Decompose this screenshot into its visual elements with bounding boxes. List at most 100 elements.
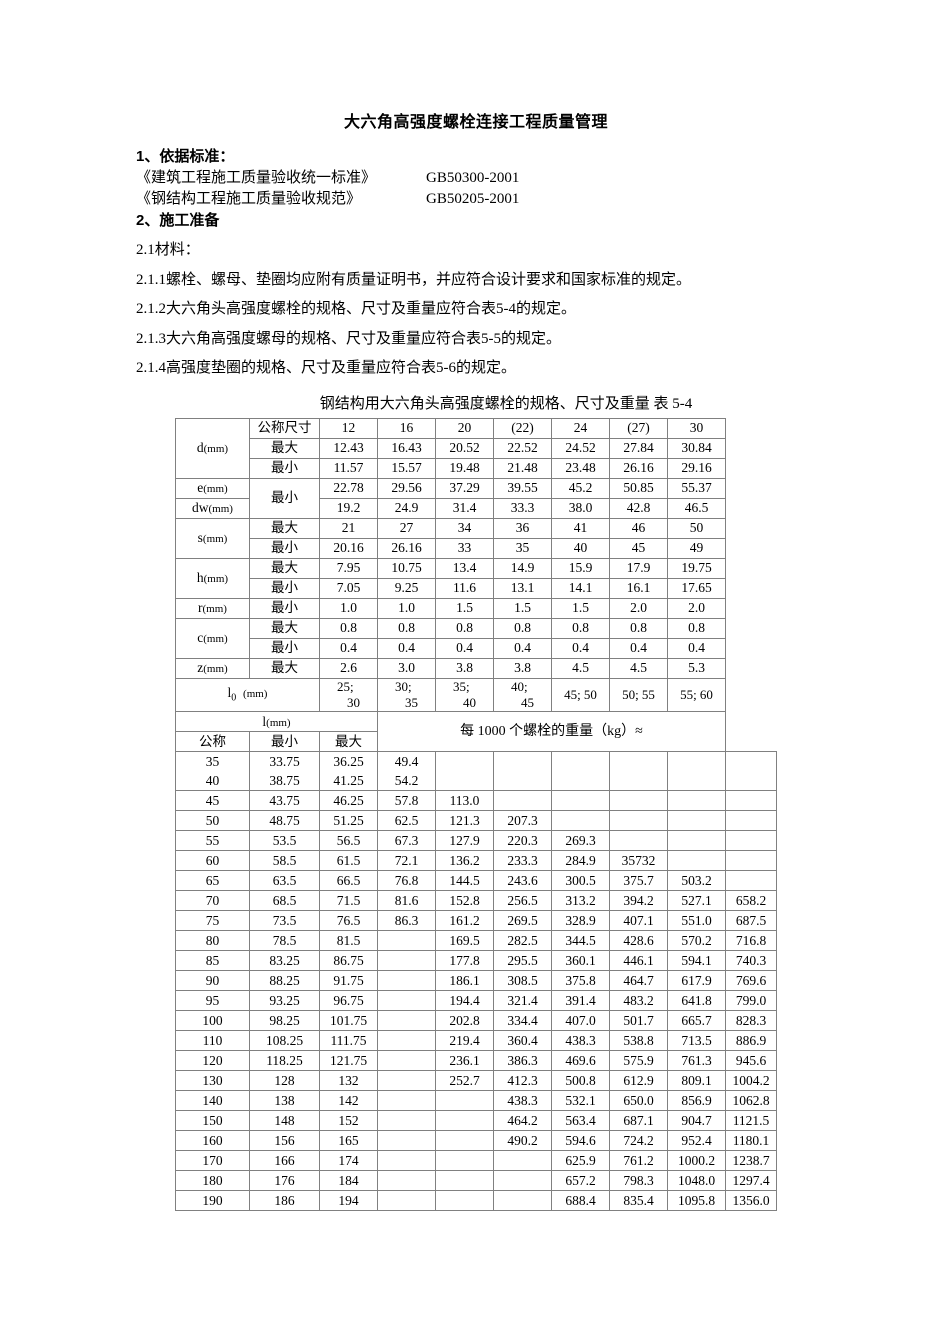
weight-cell-4 xyxy=(609,751,668,772)
cell-s-0: 21 xyxy=(319,517,378,539)
weight-cell-3: 269.3 xyxy=(551,830,610,852)
cell-c-6: 0.8 xyxy=(667,617,726,639)
l0-cell-1: 30; 35 xyxy=(377,677,436,713)
weight-cell-2: 243.6 xyxy=(493,870,552,892)
paragraph-2-1-2: 2.1.2大六角头高强度螺栓的规格、尺寸及重量应符合表5-4的规定。 xyxy=(136,301,576,318)
weight-cell-5: 570.2 xyxy=(667,930,726,952)
weight-nominal: 100 xyxy=(175,1010,250,1032)
limit-label: 最大 xyxy=(249,617,320,639)
weight-cell-1 xyxy=(435,1110,494,1132)
limit-label: 最小 xyxy=(249,637,320,659)
cell-c-0: 0.8 xyxy=(319,617,378,639)
weight-cell-4: 575.9 xyxy=(609,1050,668,1072)
weight-cell-0 xyxy=(377,990,436,1012)
weight-l-max: 96.75 xyxy=(319,990,378,1012)
cell-e-4: 45.2 xyxy=(551,477,610,499)
spec-row-c-min: 最小 0.4 0.4 0.4 0.4 0.4 0.4 0.4 xyxy=(176,637,777,659)
weight-cell-6: 1238.7 xyxy=(725,1150,777,1172)
weight-cell-4: 687.1 xyxy=(609,1110,668,1132)
weight-cell-3: 375.8 xyxy=(551,970,610,992)
weight-cell-2: 412.3 xyxy=(493,1070,552,1092)
weight-cell-6: 1297.4 xyxy=(725,1170,777,1192)
weight-nominal: 55 xyxy=(175,830,250,852)
cell-h-4: 15.9 xyxy=(551,557,610,579)
weight-cell-4 xyxy=(609,830,668,852)
weight-cell-4 xyxy=(609,790,668,812)
cell-dw-4: 38.0 xyxy=(551,497,610,519)
cell-s-3: 35 xyxy=(493,537,552,559)
weight-cell-3: 284.9 xyxy=(551,850,610,872)
weight-nominal: 90 xyxy=(175,970,250,992)
weight-l-max: 184 xyxy=(319,1170,378,1192)
weight-cell-5: 713.5 xyxy=(667,1030,726,1052)
weight-l-min: 53.5 xyxy=(249,830,320,852)
weight-cell-6: 716.8 xyxy=(725,930,777,952)
weight-nominal: 190 xyxy=(175,1190,250,1212)
weight-cell-0: 57.8 xyxy=(377,790,436,812)
cell-c-5: 0.8 xyxy=(609,617,668,639)
cell-c-1: 0.4 xyxy=(377,637,436,659)
cell-h-0: 7.95 xyxy=(319,557,378,579)
weight-cell-2: 207.3 xyxy=(493,810,552,832)
weight-l-min: 63.5 xyxy=(249,870,320,892)
weight-cell-3: 391.4 xyxy=(551,990,610,1012)
weight-cell-6: 945.6 xyxy=(725,1050,777,1072)
weight-cell-2: 220.3 xyxy=(493,830,552,852)
cell-h-4: 14.1 xyxy=(551,577,610,599)
spec-row-h-min: 最小 7.05 9.25 11.6 13.1 14.1 16.1 17.65 xyxy=(176,577,777,599)
weight-row: 85 83.25 86.75 177.8 295.5 360.1 446.1 594.1 740… xyxy=(175,950,777,972)
weight-nominal: 180 xyxy=(175,1170,250,1192)
spec-row-c-max: c(mm) 最大 0.8 0.8 0.8 0.8 0.8 0.8 0.8 xyxy=(175,617,777,659)
cell-r-5: 2.0 xyxy=(609,597,668,619)
weight-cell-1: 136.2 xyxy=(435,850,494,872)
weight-cell-1: 161.2 xyxy=(435,910,494,932)
weight-l-max: 142 xyxy=(319,1090,378,1112)
cell-r-2: 1.5 xyxy=(435,597,494,619)
weight-cell-5: 1000.2 xyxy=(667,1150,726,1172)
cell-h-6: 17.65 xyxy=(667,577,726,599)
l0-cell-3: 40; 45 xyxy=(493,677,552,713)
l0-cell-6: 55; 60 xyxy=(667,677,726,713)
weight-cell-5: 551.0 xyxy=(667,910,726,932)
weight-cell-4: 394.2 xyxy=(609,890,668,912)
document-content: 大六角高强度螺栓连接工程质量管理 1、依据标准： 《建筑工程施工质量验收统一标准… xyxy=(136,108,816,1212)
weight-cell-5: 1048.0 xyxy=(667,1170,726,1192)
spec-row-d-最小: 最小 11.57 15.57 19.48 21.48 23.48 26.16 29.16 xyxy=(176,457,777,479)
weight-cell-1: 152.8 xyxy=(435,890,494,912)
weight-l-max: 194 xyxy=(319,1190,378,1212)
weight-cell-2 xyxy=(493,771,552,792)
weight-l-min: 166 xyxy=(249,1150,320,1172)
weight-nominal: 150 xyxy=(175,1110,250,1132)
weight-nominal: 50 xyxy=(175,810,250,832)
cell-dw-0: 19.2 xyxy=(319,497,378,519)
spec-row-l-subheader: 公称 最小 最大 xyxy=(175,731,777,753)
limit-label: 最大 xyxy=(249,437,320,459)
cell-h-3: 14.9 xyxy=(493,557,552,579)
weight-l-max: 76.5 xyxy=(319,910,378,932)
spec-row-s-min: 最小 20.16 26.16 33 35 40 45 49 xyxy=(176,537,777,559)
paragraph-2-1-1: 2.1.1螺栓、螺母、垫圈均应附有质量证明书，并应符合设计要求和国家标准的规定。 xyxy=(136,271,692,288)
weight-cell-4: 835.4 xyxy=(609,1190,668,1212)
weight-cell-0: 54.2 xyxy=(377,771,436,792)
weight-cell-3 xyxy=(551,771,610,792)
limit-label: 最小 xyxy=(249,577,320,599)
weight-cell-6: 658.2 xyxy=(725,890,777,912)
cell-s-0: 20.16 xyxy=(319,537,378,559)
weight-row: 170 166 174 625.9 761.2 1000.2 1238.7 xyxy=(175,1150,777,1172)
weight-cell-5: 809.1 xyxy=(667,1070,726,1092)
weight-cell-1: 113.0 xyxy=(435,790,494,812)
weight-cell-6 xyxy=(725,810,777,832)
weight-cell-3: 625.9 xyxy=(551,1150,610,1172)
weight-l-min: 33.75 xyxy=(249,751,320,772)
cell-e-1: 29.56 xyxy=(377,477,436,499)
weight-cell-2: 490.2 xyxy=(493,1130,552,1152)
weight-l-max: 66.5 xyxy=(319,870,378,892)
weight-cell-5 xyxy=(667,830,726,852)
weight-cell-3 xyxy=(551,810,610,832)
weight-l-max: 36.25 xyxy=(319,751,378,772)
weight-cell-0: 49.4 xyxy=(377,751,436,772)
cell-h-1: 10.75 xyxy=(377,557,436,579)
size-header-4: 24 xyxy=(551,417,610,439)
weight-cell-4: 407.1 xyxy=(609,910,668,932)
weight-cell-2: 386.3 xyxy=(493,1050,552,1072)
